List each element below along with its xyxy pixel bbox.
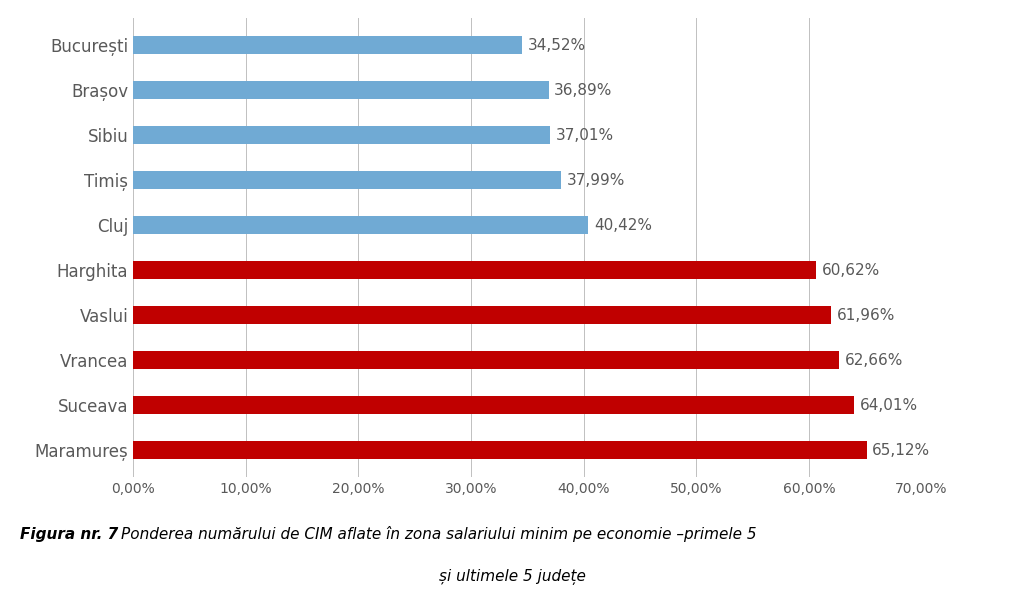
Text: 61,96%: 61,96%	[837, 308, 895, 323]
Text: 40,42%: 40,42%	[594, 218, 652, 233]
Bar	[133, 126, 550, 144]
Bar	[133, 351, 839, 370]
Bar	[133, 441, 866, 460]
Text: Ponderea numărului de CIM aflate în zona salariului minim pe economie –primele 5: Ponderea numărului de CIM aflate în zona…	[121, 526, 757, 542]
Bar	[133, 81, 549, 99]
Text: și ultimele 5 județe: și ultimele 5 județe	[438, 569, 586, 586]
Text: 60,62%: 60,62%	[821, 263, 880, 278]
Bar	[133, 261, 816, 279]
Text: 62,66%: 62,66%	[845, 353, 903, 368]
Bar	[133, 397, 854, 414]
Text: 65,12%: 65,12%	[872, 443, 931, 458]
Text: 34,52%: 34,52%	[527, 38, 586, 53]
Bar	[133, 36, 522, 54]
Bar	[133, 307, 831, 324]
Bar	[133, 217, 589, 234]
Text: 36,89%: 36,89%	[554, 83, 612, 98]
Text: 64,01%: 64,01%	[860, 398, 918, 413]
Text: 37,01%: 37,01%	[556, 128, 613, 143]
Text: Figura nr. 7: Figura nr. 7	[20, 526, 124, 542]
Bar	[133, 171, 561, 189]
Text: 37,99%: 37,99%	[566, 173, 625, 188]
